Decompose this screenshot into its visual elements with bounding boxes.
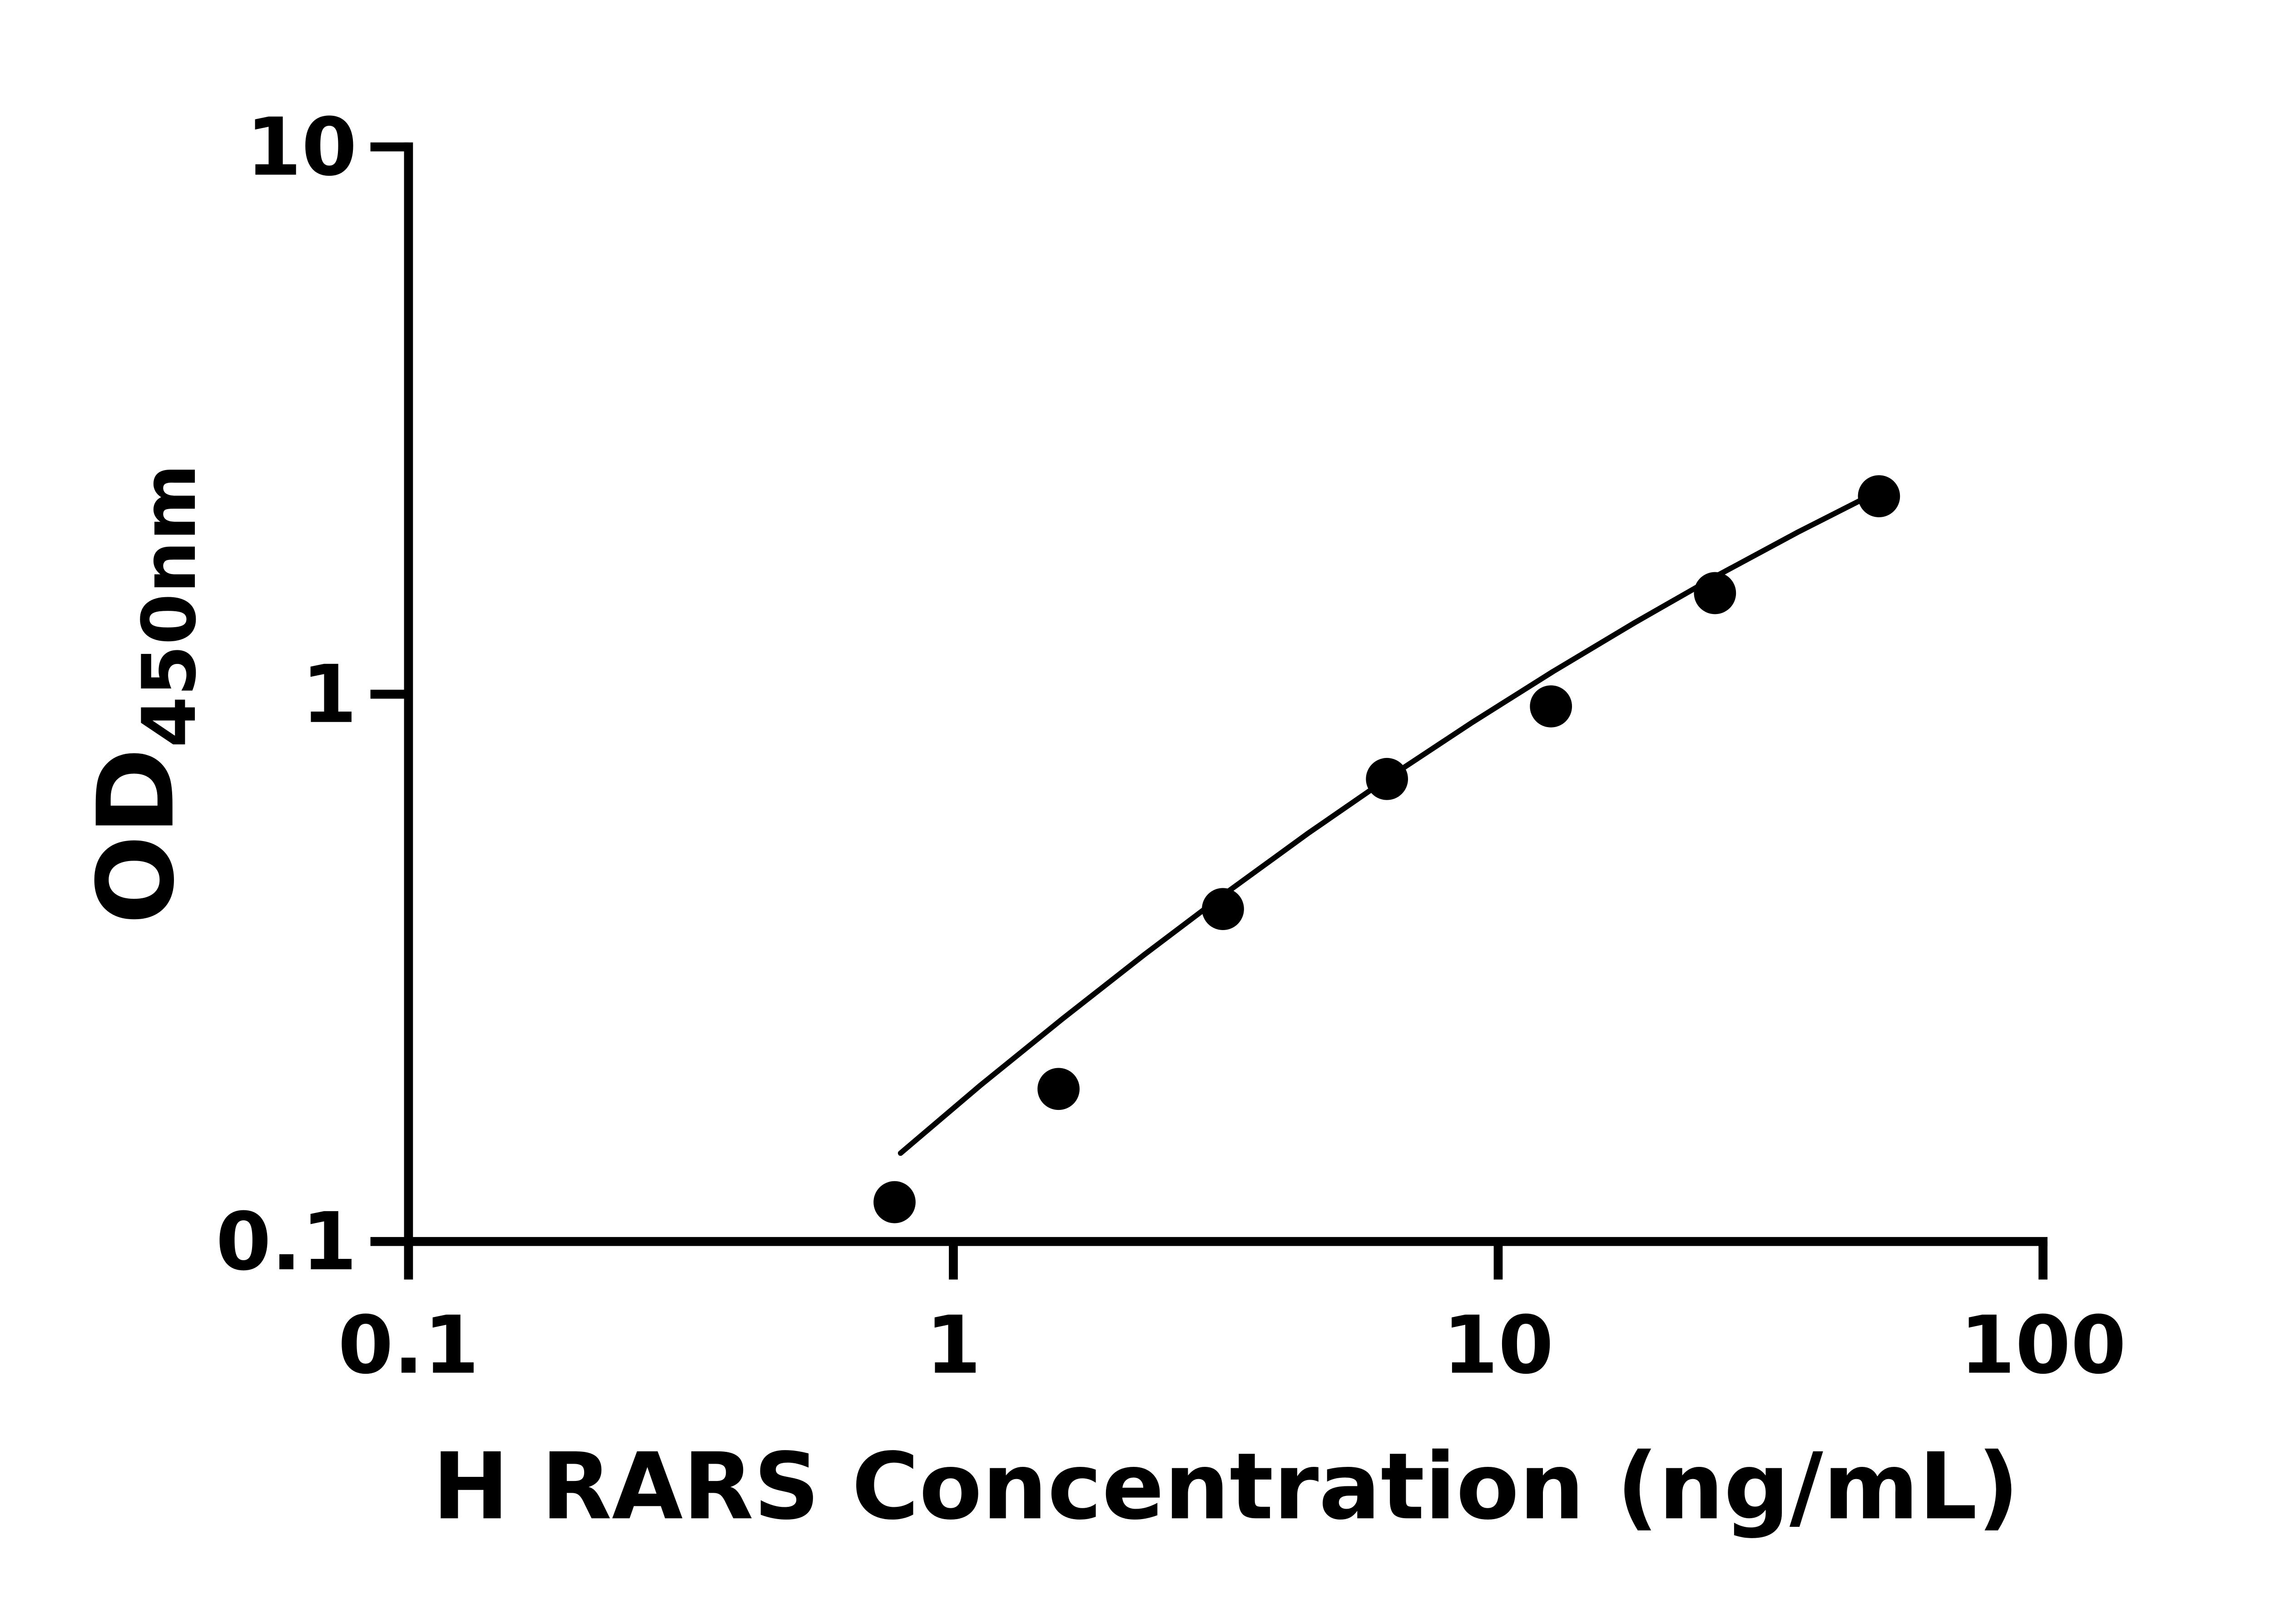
x-tick-label: 10 xyxy=(1443,1299,1553,1392)
data-point xyxy=(873,1181,916,1223)
y-tick-label: 0.1 xyxy=(216,1196,357,1288)
data-point xyxy=(1037,1068,1080,1110)
x-tick-label: 0.1 xyxy=(338,1299,479,1392)
data-point xyxy=(1366,758,1408,800)
y-tick-label: 1 xyxy=(302,649,357,741)
x-tick-label: 100 xyxy=(1960,1299,2126,1392)
x-axis-title: H RARS Concentration (ng/mL) xyxy=(432,1433,2019,1540)
data-point xyxy=(1694,572,1736,614)
x-tick-label: 1 xyxy=(926,1299,981,1392)
data-point xyxy=(1530,685,1572,728)
axis-frame xyxy=(404,142,2048,1246)
data-point xyxy=(1858,475,1900,518)
y-tick-label: 10 xyxy=(246,101,357,194)
data-point xyxy=(1202,888,1244,931)
y-axis-title: OD450nm xyxy=(75,464,213,924)
